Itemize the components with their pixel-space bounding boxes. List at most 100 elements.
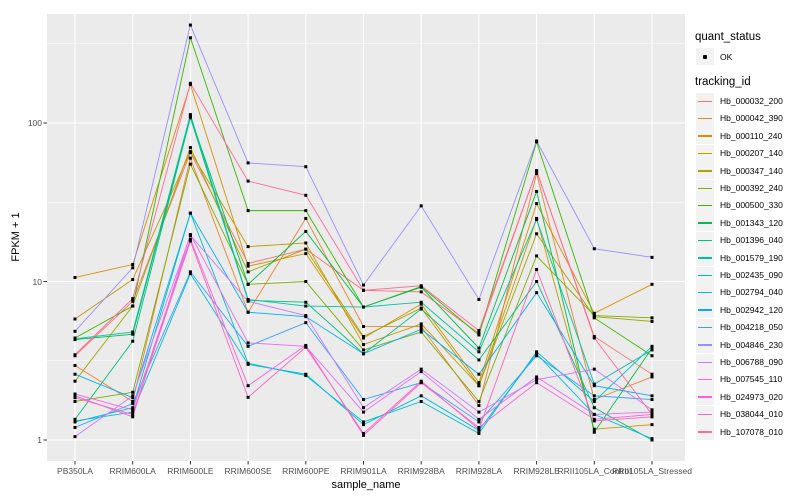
legend-label-Hb_000042_390: Hb_000042_390 [720, 113, 783, 124]
x-tick-label: RRIM928LA [455, 466, 503, 476]
legend-key-Hb_002435_090 [696, 266, 714, 284]
data-point [592, 336, 596, 340]
x-tick-label: RRIM928BA [397, 466, 445, 476]
plot-panel [47, 14, 685, 461]
data-point [419, 399, 423, 403]
data-point [131, 299, 135, 303]
data-point [246, 270, 250, 274]
y-axis-title: FPKM + 1 [10, 212, 22, 262]
data-point [131, 266, 135, 270]
legend-label-Hb_107078_010: Hb_107078_010 [720, 426, 783, 437]
data-point [419, 307, 423, 311]
legend-key-Hb_001343_120 [696, 214, 714, 232]
legend-label-Hb_004218_050: Hb_004218_050 [720, 322, 783, 333]
legend-label-Hb_000347_140: Hb_000347_140 [720, 165, 783, 176]
data-point [362, 410, 365, 414]
legend-label-ok: OK [720, 52, 733, 62]
data-point [188, 162, 192, 166]
legend-line-swatch [698, 170, 712, 172]
data-point [535, 202, 539, 206]
data-point [73, 353, 77, 357]
data-point [477, 358, 481, 362]
legend-line-swatch [698, 257, 712, 259]
data-point [650, 282, 654, 286]
data-point [131, 297, 135, 301]
legend-line-swatch [698, 396, 712, 398]
data-point [246, 161, 250, 165]
data-point [535, 139, 539, 143]
data-point [246, 297, 250, 301]
data-point [592, 399, 596, 403]
data-point [188, 270, 192, 274]
data-point [477, 427, 481, 431]
legend-line-swatch [698, 413, 712, 416]
data-point [188, 237, 192, 241]
data-point [362, 406, 365, 410]
data-point [304, 165, 308, 169]
legend-line-swatch [698, 274, 712, 277]
data-point [246, 362, 250, 366]
data-point [535, 218, 539, 222]
data-point [535, 268, 539, 272]
data-point [131, 410, 135, 414]
data-point [477, 404, 481, 408]
data-point [535, 280, 539, 283]
legend-key-Hb_007545_110 [696, 370, 714, 388]
data-point [650, 423, 654, 427]
data-point [477, 372, 481, 376]
legend-label-Hb_002794_040: Hb_002794_040 [720, 287, 783, 298]
legend-key-ok [696, 48, 714, 65]
legend-key-Hb_024973_020 [696, 388, 714, 406]
data-point [535, 254, 539, 258]
data-point [131, 394, 135, 398]
x-tick-label: RRIM901LA [340, 466, 387, 476]
legend-label-Hb_000500_330: Hb_000500_330 [720, 200, 783, 211]
legend-key-Hb_006788_090 [696, 353, 714, 371]
data-point [650, 394, 654, 398]
data-point [304, 314, 308, 318]
data-point [188, 23, 192, 27]
data-point [246, 395, 250, 399]
data-point [592, 417, 596, 421]
data-point [188, 81, 192, 85]
data-point [592, 334, 596, 338]
data-point [650, 415, 654, 419]
data-point [246, 341, 250, 345]
data-point [188, 113, 192, 117]
data-point [477, 420, 481, 424]
legend-label-Hb_001343_120: Hb_001343_120 [720, 217, 783, 228]
data-point [592, 394, 596, 398]
data-point [362, 305, 365, 309]
data-point [592, 384, 596, 388]
x-axis-title: sample_name [331, 479, 401, 491]
ok-point-icon [703, 54, 707, 59]
data-point [650, 319, 654, 323]
data-point [419, 204, 423, 208]
data-point [535, 169, 539, 173]
legend-key-Hb_038044_010 [696, 405, 714, 423]
data-point [304, 193, 308, 197]
data-point [304, 300, 308, 304]
data-point [650, 398, 654, 402]
data-point [304, 216, 308, 220]
data-point [477, 384, 481, 388]
legend-key-Hb_000500_330 [696, 196, 714, 214]
data-point [650, 344, 654, 348]
data-point [73, 392, 77, 396]
data-point [246, 384, 250, 388]
data-point [592, 398, 596, 402]
data-point [592, 314, 596, 318]
data-point [73, 419, 77, 423]
x-tick-label: RRIM600SE [224, 466, 272, 476]
data-point [131, 401, 135, 405]
data-point [477, 410, 481, 414]
data-point [535, 381, 539, 385]
data-point [73, 417, 77, 421]
y-tick-label: 10 [32, 276, 42, 287]
legend-key-Hb_000207_140 [696, 144, 714, 162]
data-point [535, 354, 539, 358]
data-point [362, 325, 365, 329]
data-point [131, 415, 135, 419]
data-point [535, 375, 539, 379]
